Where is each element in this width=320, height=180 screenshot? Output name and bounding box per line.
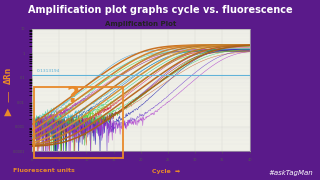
Text: Amplification plot graphs cycle vs. fluorescence: Amplification plot graphs cycle vs. fluo… <box>28 5 292 15</box>
Text: ▲: ▲ <box>4 107 12 117</box>
Text: Fluorescent units: Fluorescent units <box>13 168 75 174</box>
Title: Amplification Plot: Amplification Plot <box>105 21 177 27</box>
Text: |: | <box>6 92 10 102</box>
Text: #askTagMan: #askTagMan <box>269 170 314 176</box>
Text: 0.1313194: 0.1313194 <box>36 69 60 73</box>
Bar <box>34 87 124 158</box>
Text: ?: ? <box>66 86 79 106</box>
Text: ΔRn: ΔRn <box>4 67 12 84</box>
Text: Cycle  ➡: Cycle ➡ <box>152 168 180 174</box>
